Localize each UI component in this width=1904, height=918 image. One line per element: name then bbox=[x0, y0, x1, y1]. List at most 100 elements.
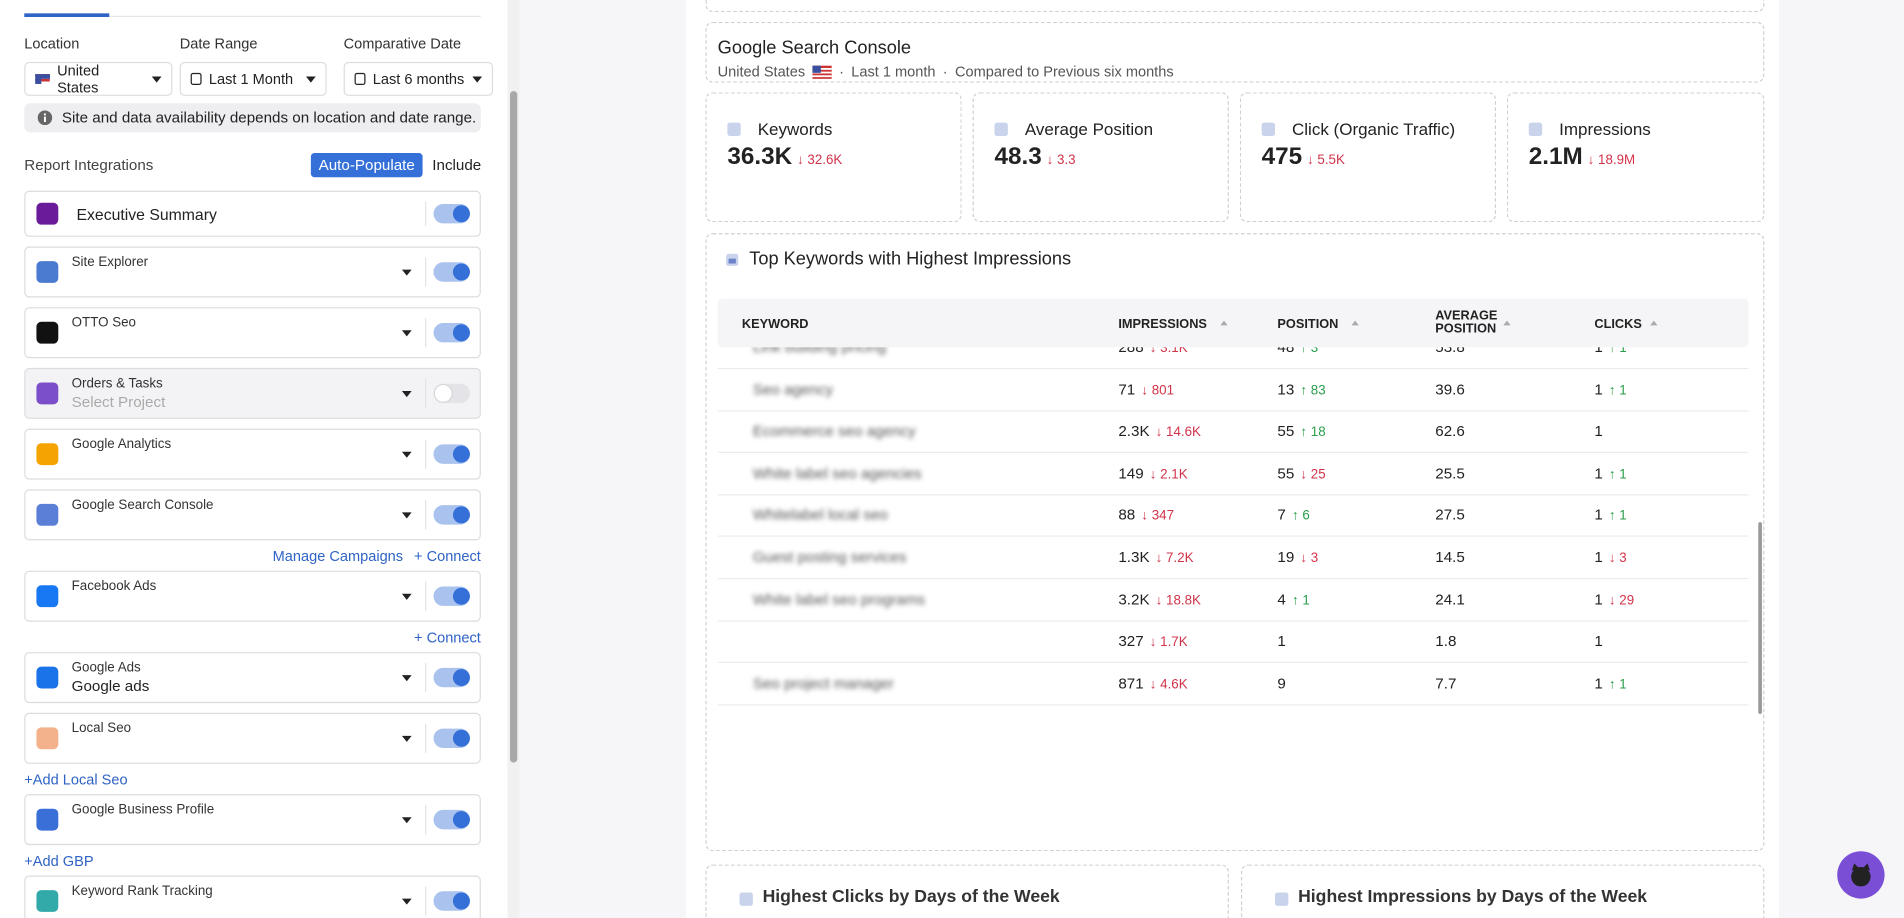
table-scrollbar[interactable] bbox=[1758, 522, 1762, 715]
value: 71 bbox=[1118, 380, 1136, 398]
toggle[interactable] bbox=[433, 667, 470, 688]
scrollbar[interactable] bbox=[507, 0, 520, 918]
table-cell: 871 ↓ 4.6K bbox=[1118, 675, 1187, 692]
toggle[interactable] bbox=[433, 444, 470, 464]
keyword: Whitelabel local seo bbox=[752, 506, 888, 524]
toggle[interactable] bbox=[433, 383, 470, 404]
change: ↓ 2.1K bbox=[1149, 467, 1188, 482]
filter-label: Location bbox=[24, 35, 80, 53]
toggle-knob bbox=[452, 669, 470, 687]
chart-title: Highest Clicks by Days of the Week bbox=[762, 887, 1060, 908]
toggle[interactable] bbox=[433, 809, 470, 830]
sort-icon[interactable] bbox=[1649, 317, 1658, 326]
table-title: Top Keywords with Highest Impressions bbox=[749, 248, 1072, 270]
value: 3.2K bbox=[1118, 590, 1150, 608]
toggle[interactable] bbox=[433, 505, 470, 525]
value: 1 bbox=[1277, 632, 1286, 650]
kpi-value-row: 48.3 ↓ 3.3 bbox=[995, 143, 1076, 171]
keyword: Guest posting services bbox=[752, 548, 907, 566]
integration-icon bbox=[36, 585, 59, 608]
table-cell: Seo agency bbox=[753, 381, 833, 398]
table-cell: 14.5 bbox=[1435, 549, 1465, 566]
table-cell: 88 ↓ 347 bbox=[1118, 507, 1174, 524]
integration-card: Orders & Tasks Select Project bbox=[24, 367, 481, 419]
integration-name: Google Ads bbox=[71, 660, 141, 676]
dropdown-caret[interactable] bbox=[401, 391, 412, 398]
change: ↑ 18 bbox=[1300, 425, 1326, 440]
change: ↑ 6 bbox=[1291, 509, 1310, 524]
link[interactable]: +Add GBP bbox=[24, 852, 94, 870]
toggle[interactable] bbox=[433, 891, 470, 911]
table-cell: 39.6 bbox=[1435, 381, 1465, 398]
value: 288 bbox=[1118, 347, 1144, 356]
toggle[interactable] bbox=[433, 323, 470, 343]
flag bbox=[812, 64, 832, 79]
table-cell: 71 ↓ 801 bbox=[1118, 381, 1174, 398]
filter-dropdown[interactable]: United States bbox=[24, 61, 173, 96]
link[interactable]: Manage Campaigns bbox=[272, 547, 404, 565]
sort-icon[interactable] bbox=[1503, 317, 1511, 326]
link[interactable]: + Connect bbox=[414, 629, 481, 647]
calendar-icon bbox=[190, 72, 202, 86]
filter-dropdown[interactable]: Last 6 months bbox=[343, 61, 494, 96]
gsc-subtitle: United States · Last 1 month · Compared … bbox=[718, 63, 1174, 80]
dropdown-caret[interactable] bbox=[401, 269, 412, 276]
toggle[interactable] bbox=[433, 262, 470, 282]
row-divider bbox=[717, 409, 1749, 412]
column-header: KEYWORD bbox=[741, 316, 809, 332]
column-header[interactable]: AVERAGE POSITION bbox=[1435, 308, 1498, 337]
link-row: + Connect bbox=[24, 629, 481, 650]
table-body: Link building pricing 288 ↓ 3.1K 48 ↑ 3 53.8 1… bbox=[717, 347, 1749, 717]
link[interactable]: +Add Local Seo bbox=[24, 771, 128, 789]
integration-name: Facebook Ads bbox=[71, 579, 157, 594]
link[interactable]: + Connect bbox=[414, 547, 481, 565]
dropdown-caret[interactable] bbox=[401, 735, 412, 742]
dropdown-caret[interactable] bbox=[401, 675, 412, 682]
card-icon bbox=[739, 892, 753, 906]
auto-populate-button[interactable]: Auto-Populate bbox=[310, 153, 423, 178]
filter-value: United States bbox=[57, 61, 100, 96]
integration-icon bbox=[36, 382, 59, 405]
toggle[interactable] bbox=[433, 586, 470, 606]
card-icon bbox=[1275, 892, 1289, 906]
integration-icon bbox=[36, 503, 59, 526]
integration-name: OTTO Seo bbox=[71, 315, 136, 331]
integration-name: Executive Summary bbox=[76, 205, 217, 224]
row-divider bbox=[717, 535, 1749, 538]
change: ↑ 3 bbox=[1300, 347, 1319, 356]
dropdown-caret[interactable] bbox=[401, 451, 412, 458]
value: 1 bbox=[1594, 347, 1603, 356]
sort-icon[interactable] bbox=[1219, 317, 1228, 326]
toggle[interactable] bbox=[433, 204, 470, 224]
toggle[interactable] bbox=[433, 728, 470, 749]
value: 2.3K bbox=[1118, 422, 1150, 440]
dropdown-caret[interactable] bbox=[401, 512, 412, 519]
kpi-label: Impressions bbox=[1559, 119, 1651, 139]
comparison: Compared to Previous six months bbox=[954, 63, 1174, 81]
chat-button[interactable] bbox=[1837, 851, 1885, 899]
notice-text: Site and data availability depends on lo… bbox=[61, 109, 477, 127]
scroll-thumb[interactable] bbox=[510, 91, 518, 763]
change: ↓ 3 bbox=[1300, 551, 1319, 566]
kpi-change: ↓ 3.3 bbox=[1046, 153, 1076, 168]
column-header[interactable]: POSITION bbox=[1277, 316, 1339, 332]
dropdown-caret[interactable] bbox=[401, 593, 412, 600]
integration-icon bbox=[36, 443, 59, 466]
integration-card: Google Search Console bbox=[24, 489, 481, 541]
column-header[interactable]: CLICKS bbox=[1594, 316, 1642, 332]
value: 55 bbox=[1277, 422, 1295, 440]
filter-dropdown[interactable]: Last 1 Month bbox=[179, 61, 327, 96]
dropdown-caret[interactable] bbox=[401, 817, 412, 824]
value: 88 bbox=[1118, 506, 1136, 524]
caret bbox=[306, 75, 316, 82]
sort-icon[interactable] bbox=[1351, 317, 1359, 326]
kpi-value: 36.3K bbox=[727, 143, 793, 171]
link-row: +Add GBP bbox=[24, 852, 481, 873]
value: 7.7 bbox=[1435, 674, 1457, 692]
integration-icon bbox=[36, 202, 59, 225]
column-header[interactable]: IMPRESSIONS bbox=[1118, 316, 1207, 332]
value: 27.5 bbox=[1435, 506, 1465, 524]
kpi-value-row: 36.3K ↓ 32.6K bbox=[727, 143, 842, 171]
dropdown-caret[interactable] bbox=[401, 330, 412, 337]
dropdown-caret[interactable] bbox=[401, 898, 412, 905]
